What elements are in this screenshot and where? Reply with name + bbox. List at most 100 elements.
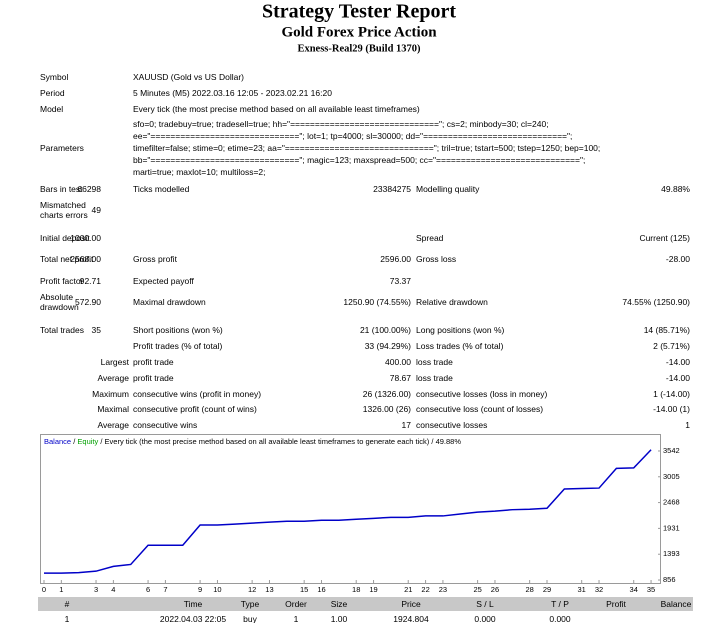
y-tick-label: 2468 <box>663 498 680 507</box>
stat-label: Bars in test <box>40 184 83 194</box>
stat-prefix: Average <box>97 373 129 383</box>
stat-label: Spread <box>416 233 444 243</box>
x-tick-label: 6 <box>146 585 150 594</box>
stat-prefix: Maximum <box>92 389 129 399</box>
stat-value: 74.55% (1250.90) <box>622 297 690 307</box>
stat-label: Loss trades (% of total) <box>416 341 504 351</box>
table-cell: 0.000 <box>474 614 496 623</box>
legend-model: Every tick (the most precise method base… <box>105 437 430 446</box>
stat-label: Gross loss <box>416 254 457 264</box>
field-label: Parameters <box>40 143 84 153</box>
stat-value: 572.90 <box>75 297 101 307</box>
stat-label: Mismatched charts errors <box>40 200 88 220</box>
table-cell: 1924.804 <box>393 614 429 623</box>
stat-label: Long positions (won %) <box>416 325 505 335</box>
stat-value: 92.71 <box>79 276 101 286</box>
stat-value: 49 <box>91 205 101 215</box>
table-header: Time <box>183 599 203 609</box>
stat-label: Short positions (won %) <box>133 325 223 335</box>
stat-label: consecutive profit (count of wins) <box>133 404 257 414</box>
stat-label: consecutive wins (profit in money) <box>133 389 262 399</box>
table-header: S / L <box>476 599 494 609</box>
legend-separator: / <box>431 437 434 446</box>
stat-label: Expected payoff <box>133 276 194 286</box>
x-tick-label: 15 <box>300 585 308 594</box>
stat-label: Initial deposit <box>40 233 90 243</box>
stat-value: 1 (-14.00) <box>653 389 690 399</box>
stat-value: Current (125) <box>639 233 690 243</box>
stat-label: consecutive losses (loss in money) <box>416 389 548 399</box>
report-title: Strategy Tester Report <box>261 0 457 23</box>
stat-value: 1000.00 <box>70 233 101 243</box>
x-tick-label: 21 <box>404 585 412 594</box>
parameter-line: sfo=0; tradebuy=true; tradesell=true; hh… <box>133 119 549 129</box>
stat-label: Gross profit <box>133 254 177 264</box>
field-label: Model <box>40 104 64 114</box>
parameter-line: timefilter=false; stime=0; etime=23; aa=… <box>133 143 601 153</box>
table-header: Type <box>240 599 260 609</box>
stat-prefix: Average <box>97 420 129 430</box>
stat-label: profit trade <box>133 373 174 383</box>
table-header: T / P <box>551 599 569 609</box>
parameter-line: bb="=============================="; mag… <box>133 155 586 165</box>
x-tick-label: 31 <box>578 585 586 594</box>
x-tick-label: 10 <box>213 585 221 594</box>
table-header-bg <box>38 597 693 611</box>
legend-balance: Balance <box>44 437 71 446</box>
x-tick-label: 0 <box>42 585 46 594</box>
stat-label: profit trade <box>133 357 174 367</box>
table-header: Price <box>401 599 421 609</box>
table-cell: 0.000 <box>549 614 571 623</box>
x-tick-label: 29 <box>543 585 551 594</box>
legend-equity: Equity <box>77 437 98 446</box>
field-label: Period <box>40 88 65 98</box>
stat-value: 1250.90 (74.55%) <box>343 297 411 307</box>
parameter-line: ee="=============================="; lot… <box>133 131 573 141</box>
stat-label: Ticks modelled <box>133 184 190 194</box>
chart-frame <box>40 434 661 584</box>
stat-value: 26 (1326.00) <box>362 389 411 399</box>
stat-label: Profit trades (% of total) <box>133 341 223 351</box>
expert-name: Gold Forex Price Action <box>281 24 437 41</box>
x-tick-label: 4 <box>111 585 115 594</box>
x-tick-label: 3 <box>94 585 98 594</box>
stat-label: Profit factor <box>40 276 84 286</box>
table-header: # <box>64 599 70 609</box>
stat-value: 23384275 <box>373 184 411 194</box>
y-tick-label: 1931 <box>663 523 680 532</box>
stat-label: Total net profit <box>40 254 94 264</box>
table-cell: buy <box>243 614 257 623</box>
stat-value: 17 <box>401 420 411 430</box>
field-value: Every tick (the most precise method base… <box>133 104 420 114</box>
stat-label: Absolute drawdown <box>40 292 79 312</box>
x-tick-label: 1 <box>59 585 63 594</box>
stat-value: 78.67 <box>389 373 411 383</box>
x-tick-label: 7 <box>163 585 167 594</box>
x-tick-label: 18 <box>352 585 360 594</box>
server-build: Exness-Real29 (Build 1370) <box>297 43 421 55</box>
x-tick-label: 26 <box>491 585 499 594</box>
field-value: XAUUSD (Gold vs US Dollar) <box>133 72 244 82</box>
stat-label: loss trade <box>416 373 453 383</box>
table-header: Balance <box>660 599 692 609</box>
x-tick-label: 13 <box>265 585 273 594</box>
stat-value: 14 (85.71%) <box>643 325 690 335</box>
stat-prefix: Maximal <box>97 404 129 414</box>
stat-label: consecutive loss (count of losses) <box>416 404 544 414</box>
stat-value: 1326.00 (26) <box>362 404 411 414</box>
stat-label: loss trade <box>416 357 453 367</box>
stat-prefix: Largest <box>100 357 129 367</box>
stat-value: 400.00 <box>385 357 411 367</box>
stat-label: Maximal drawdown <box>133 297 206 307</box>
stat-value: 2568.00 <box>70 254 101 264</box>
x-tick-label: 19 <box>369 585 377 594</box>
stat-value: 2 (5.71%) <box>653 341 690 351</box>
x-tick-label: 25 <box>473 585 481 594</box>
balance-line <box>44 449 652 574</box>
x-tick-label: 28 <box>525 585 533 594</box>
stat-value: 1 <box>685 420 690 430</box>
y-tick-label: 1393 <box>663 549 680 558</box>
stat-value: -14.00 <box>665 373 690 383</box>
